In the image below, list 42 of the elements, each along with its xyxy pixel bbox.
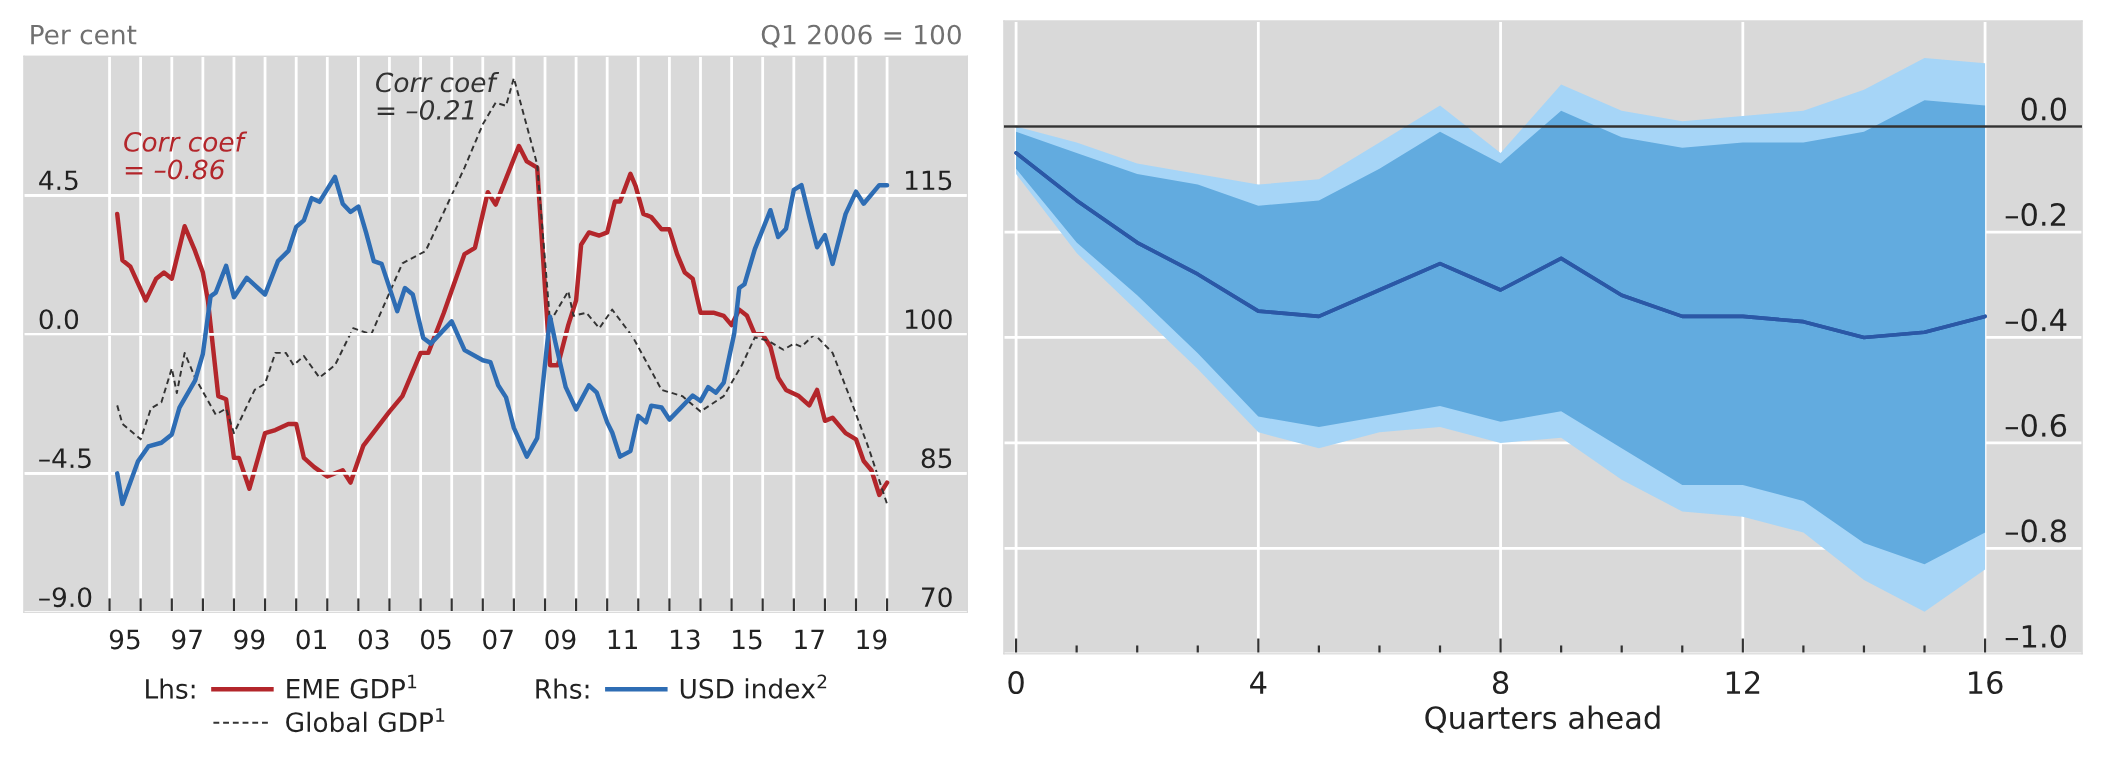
y2-tick-label: 115 — [906, 170, 952, 191]
x-tick-label: 0 — [1008, 671, 1024, 695]
y2-tick-label: 100 — [906, 309, 952, 330]
text: Lhs: — [146, 678, 195, 699]
legend-label: USD index$^{2}$ — [680, 674, 827, 699]
text: Rhs: — [536, 678, 589, 699]
y2-tick-label: –0.6 — [2005, 413, 2067, 437]
x-tick-label: 19 — [857, 629, 887, 650]
y2-tick-label: –0.2 — [2005, 203, 2066, 227]
x-tick-label: 95 — [109, 629, 140, 650]
x-tick-label: 13 — [670, 629, 700, 650]
y2-tick-label: –1.0 — [2005, 624, 2067, 648]
legend-label: Global GDP$^{1}$ — [286, 708, 445, 733]
x-tick-label: 16 — [1968, 671, 2003, 695]
x-tick-label: 07 — [483, 629, 513, 650]
annotation: Corr coef = –0.86 — [124, 131, 248, 180]
y-tick-label: –9.0 — [39, 587, 92, 608]
legend-label: EME GDP$^{1}$ — [287, 674, 417, 699]
y2-tick-label: 85 — [921, 448, 952, 469]
y-tick-label: 4.5 — [39, 170, 78, 191]
y-axis-title: Per cent — [31, 24, 137, 45]
x-tick-label: 01 — [296, 629, 326, 650]
x-tick-label: 97 — [172, 629, 202, 650]
y-tick-label: 0.0 — [39, 309, 79, 330]
x-tick-label: 8 — [1492, 671, 1509, 695]
y2-axis-title: Q1 2006 = 100 — [761, 24, 961, 48]
x-tick-label: 17 — [795, 629, 824, 650]
x-axis-title: Quarters ahead — [1425, 705, 1660, 733]
x-tick-label: 15 — [733, 629, 762, 650]
x-tick-label: 03 — [358, 629, 389, 650]
y2-tick-label: –0.8 — [2005, 519, 2066, 543]
x-tick-label: 4 — [1250, 671, 1267, 694]
x-tick-label: 99 — [234, 629, 265, 650]
y-tick-label: –4.5 — [39, 448, 91, 469]
x-tick-label: 05 — [420, 629, 451, 650]
annotation: Corr coef = –0.21 — [376, 71, 500, 120]
y2-tick-label: –0.4 — [2005, 308, 2067, 332]
x-tick-label: 09 — [545, 629, 576, 650]
x-tick-label: 12 — [1726, 671, 1760, 694]
y2-tick-label: 0.0 — [2021, 97, 2067, 121]
y2-tick-label: 70 — [922, 587, 952, 608]
x-tick-label: 11 — [608, 629, 637, 650]
